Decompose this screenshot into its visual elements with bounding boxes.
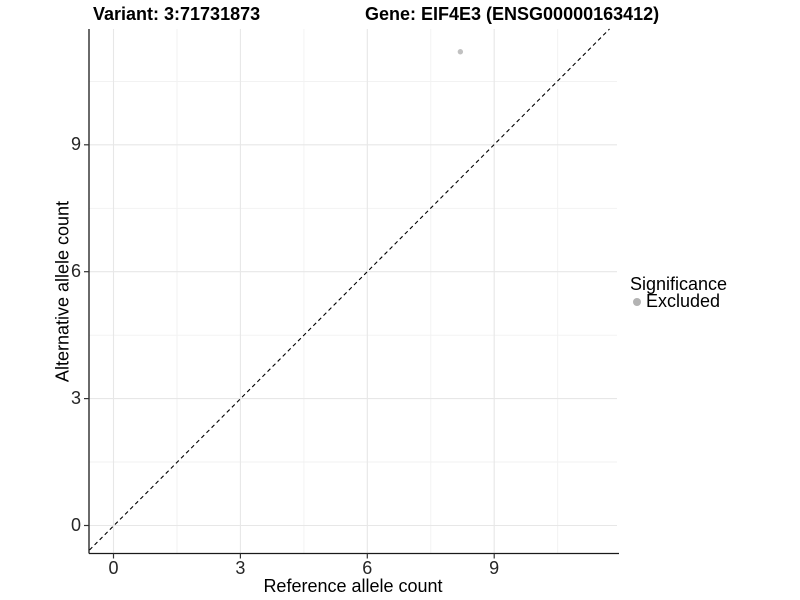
gene-title: Gene: EIF4E3 (ENSG00000163412)	[365, 4, 660, 24]
x-axis-title: Reference allele count	[263, 576, 443, 596]
data-point	[457, 49, 464, 55]
y-tick-label-3: 3	[70, 388, 81, 408]
x-tick-label-3: 3	[235, 558, 246, 578]
variant-title: Variant: 3:71731873	[93, 4, 261, 24]
x-tick-label-6: 6	[362, 558, 373, 578]
x-tick-label-9: 9	[489, 558, 500, 578]
axis-lines	[88, 29, 619, 555]
scatter-points	[457, 49, 464, 55]
legend-marker-dot-icon	[633, 297, 641, 306]
y-tick-label-0: 0	[70, 515, 81, 535]
x-tick-label-0: 0	[108, 558, 119, 578]
y-tick-label-9: 9	[70, 134, 81, 154]
grid-minor	[89, 29, 617, 554]
identity-reference-line	[89, 28, 610, 551]
legend-item-excluded: Excluded	[633, 291, 720, 312]
legend-item-label: Excluded	[646, 291, 721, 311]
axis-tick-marks	[84, 144, 495, 559]
legend-title: Significance	[630, 274, 728, 294]
y-tick-label-6: 6	[70, 261, 81, 281]
grid-major	[89, 29, 617, 554]
y-axis-title: Alternative allele count	[52, 200, 73, 383]
